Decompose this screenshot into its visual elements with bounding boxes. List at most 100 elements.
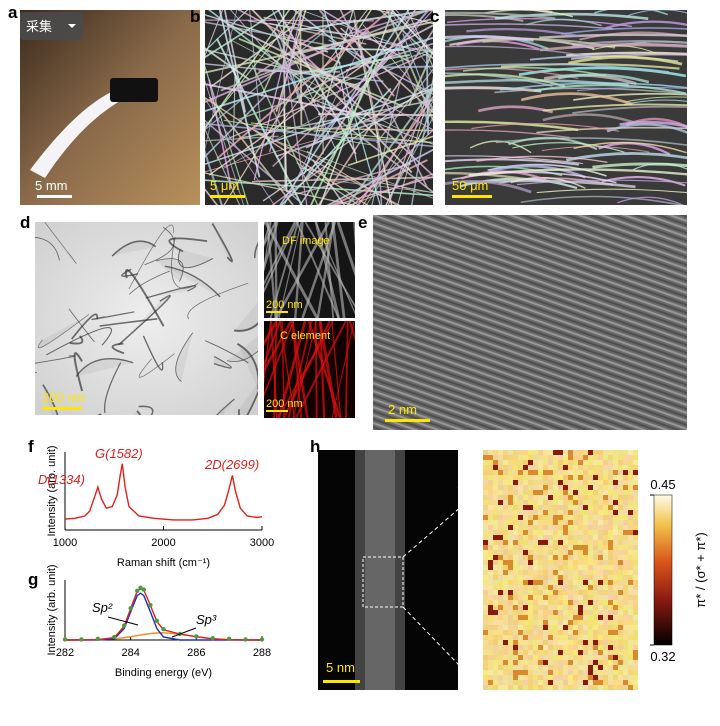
map-pixel [568,540,573,545]
map-pixel [593,635,598,640]
map-pixel [508,515,513,520]
map-pixel [533,615,538,620]
map-pixel [608,470,613,475]
map-pixel [543,640,548,645]
map-pixel [598,455,603,460]
map-pixel [583,655,588,660]
map-pixel [633,540,638,545]
map-pixel [578,585,583,590]
map-pixel [553,565,558,570]
map-pixel [578,630,583,635]
map-pixel [528,645,533,650]
map-pixel [588,665,593,670]
map-pixel [503,610,508,615]
map-pixel [508,480,513,485]
map-pixel [513,455,518,460]
map-pixel [533,485,538,490]
map-pixel [563,550,568,555]
map-pixel [603,465,608,470]
map-pixel [553,640,558,645]
map-pixel [543,575,548,580]
map-pixel [603,520,608,525]
map-pixel [608,670,613,675]
map-pixel [523,675,528,680]
map-pixel [578,510,583,515]
map-pixel [503,655,508,660]
map-pixel [633,580,638,585]
map-pixel [613,570,618,575]
map-pixel [483,580,488,585]
annotation: 2D(2699) [204,457,259,472]
map-pixel [568,520,573,525]
map-pixel [593,680,598,685]
map-pixel [528,575,533,580]
map-pixel [483,590,488,595]
map-pixel [583,525,588,530]
map-pixel [483,470,488,475]
data-point [260,637,264,641]
map-pixel [633,545,638,550]
map-pixel [538,595,543,600]
map-pixel [578,500,583,505]
map-pixel [623,470,628,475]
map-pixel [598,610,603,615]
map-pixel [508,585,513,590]
map-pixel [628,650,633,655]
map-pixel [573,685,578,690]
map-pixel [558,600,563,605]
map-pixel [618,460,623,465]
map-pixel [618,625,623,630]
map-pixel [583,610,588,615]
map-pixel [613,535,618,540]
map-pixel [533,525,538,530]
map-pixel [503,545,508,550]
map-pixel [598,530,603,535]
map-pixel [623,555,628,560]
map-pixel [493,545,498,550]
map-pixel [498,560,503,565]
map-pixel [503,600,508,605]
map-pixel [603,650,608,655]
map-pixel [568,450,573,455]
map-pixel [513,650,518,655]
map-pixel [538,465,543,470]
map-pixel [508,680,513,685]
map-pixel [533,605,538,610]
map-pixel [558,635,563,640]
map-pixel [553,620,558,625]
map-pixel [498,525,503,530]
map-pixel [613,495,618,500]
map-pixel [503,570,508,575]
map-pixel [623,490,628,495]
map-pixel [613,630,618,635]
map-pixel [488,505,493,510]
map-pixel [493,555,498,560]
map-pixel [573,485,578,490]
map-pixel [483,475,488,480]
map-pixel [493,535,498,540]
map-pixel [553,610,558,615]
map-pixel [573,590,578,595]
map-pixel [603,490,608,495]
map-pixel [548,510,553,515]
map-pixel [548,650,553,655]
map-pixel [548,600,553,605]
map-pixel [528,655,533,660]
map-pixel [573,595,578,600]
map-pixel [628,545,633,550]
map-pixel [563,580,568,585]
map-pixel [588,470,593,475]
map-pixel [628,670,633,675]
map-pixel [533,465,538,470]
map-pixel [488,665,493,670]
map-pixel [548,505,553,510]
map-pixel [528,495,533,500]
map-pixel [578,535,583,540]
map-pixel [483,685,488,690]
map-pixel [513,605,518,610]
map-pixel [588,500,593,505]
map-pixel [618,545,623,550]
map-pixel [583,465,588,470]
map-pixel [578,455,583,460]
x-axis-title: Binding energy (eV) [115,667,212,679]
